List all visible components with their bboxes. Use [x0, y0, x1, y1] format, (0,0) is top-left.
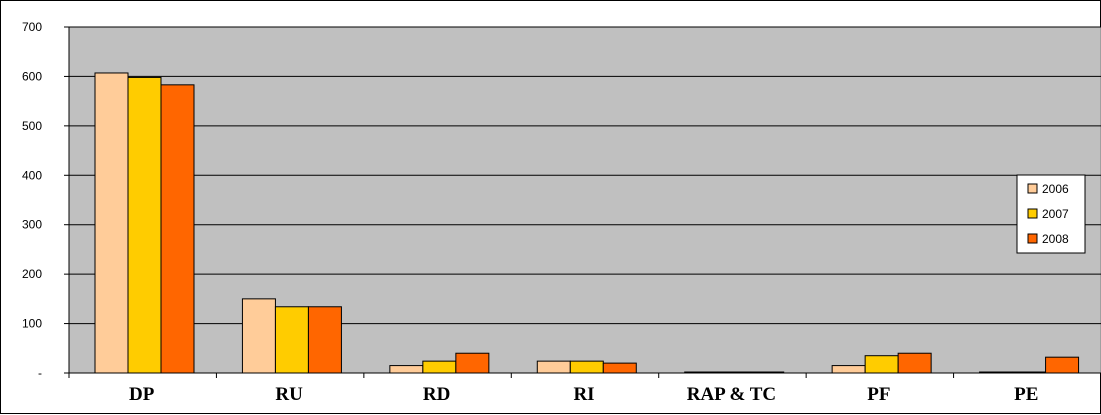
plot-area: [68, 26, 1101, 374]
legend-swatch-2006: [1027, 183, 1038, 194]
bars: [94, 72, 1080, 374]
legend: 2006 2007 2008: [1016, 174, 1086, 254]
x-tick-label: RI: [573, 384, 594, 405]
bar-2008-ru: [307, 306, 342, 374]
bar-2008-pf: [897, 352, 932, 374]
x-tick-label: PE: [1014, 384, 1038, 405]
y-tick-label: 300: [22, 218, 42, 232]
bar-2008-dp: [160, 84, 195, 374]
bar-2007-ri: [569, 360, 604, 374]
bar-2007-dp: [127, 76, 162, 374]
bar-2007-ru: [274, 306, 309, 374]
x-tick-label: DP: [129, 384, 155, 405]
bar-2006-ru: [241, 298, 276, 374]
bar-2006-rd: [389, 365, 424, 374]
y-axis-ticks: - 100 200 300 400 500 600 700: [22, 20, 69, 380]
legend-swatch-2007: [1027, 208, 1038, 219]
x-tick-label: RAP & TC: [687, 384, 776, 405]
legend-label-2007: 2007: [1042, 207, 1069, 221]
bar-2006-pf: [831, 365, 866, 374]
legend-label-2008: 2008: [1042, 232, 1069, 246]
x-axis-ticks: DP RU RD RI RAP & TC PF PE: [68, 373, 1038, 405]
bar-2006-ri: [536, 360, 571, 374]
y-tick-label: 200: [22, 267, 42, 281]
y-tick-label: -: [38, 366, 42, 380]
x-tick-label: PF: [867, 384, 890, 405]
x-tick-label: RD: [423, 384, 450, 405]
bar-2008-pe: [1045, 356, 1080, 374]
y-tick-label: 500: [22, 119, 42, 133]
y-tick-label: 700: [22, 20, 42, 34]
gridlines: [69, 26, 1101, 325]
bar-2006-dp: [94, 72, 129, 374]
y-tick-label: 100: [22, 317, 42, 331]
bar-2007-rd: [422, 360, 457, 374]
x-tick-label: RU: [275, 384, 303, 405]
bar-2008-ri: [602, 362, 637, 374]
legend-swatch-2008: [1027, 233, 1038, 244]
y-tick-label: 600: [22, 69, 42, 83]
y-tick-label: 400: [22, 168, 42, 182]
legend-label-2006: 2006: [1042, 182, 1069, 196]
bar-2008-rd: [455, 352, 490, 374]
bar-2007-pf: [864, 355, 899, 374]
